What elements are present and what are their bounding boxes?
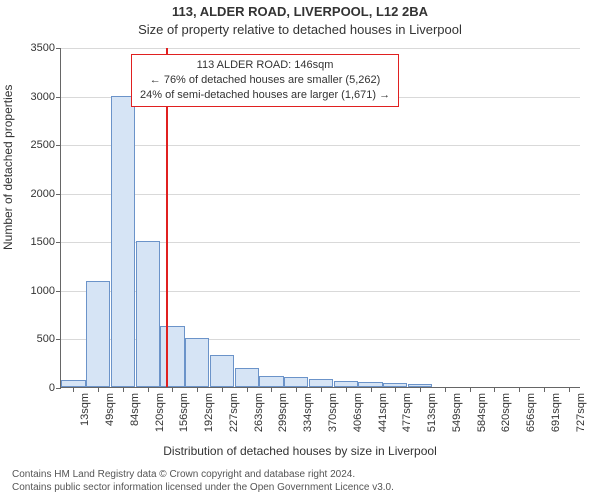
x-tick-mark	[544, 387, 545, 392]
y-tick-label: 3500	[31, 42, 61, 54]
x-tick-label: 192sqm	[203, 393, 215, 432]
histogram-bar	[160, 326, 184, 387]
x-tick-mark	[371, 387, 372, 392]
attribution-line-1: Contains HM Land Registry data © Crown c…	[12, 468, 394, 481]
y-tick-label: 2500	[31, 139, 61, 151]
x-tick-label: 227sqm	[228, 393, 240, 432]
x-tick-label: 584sqm	[476, 393, 488, 432]
y-tick-label: 1000	[31, 285, 61, 297]
histogram-bar	[210, 355, 234, 387]
histogram-bar	[111, 96, 135, 387]
x-tick-label: 334sqm	[302, 393, 314, 432]
x-tick-mark	[519, 387, 520, 392]
histogram-bar	[259, 376, 283, 387]
x-tick-label: 406sqm	[352, 393, 364, 432]
histogram-bar	[86, 281, 110, 387]
x-tick-label: 727sqm	[575, 393, 587, 432]
y-tick-label: 3000	[31, 91, 61, 103]
x-tick-label: 13sqm	[79, 393, 91, 426]
x-tick-label: 620sqm	[500, 393, 512, 432]
x-tick-label: 120sqm	[154, 393, 166, 432]
annotation-line: ← 76% of detached houses are smaller (5,…	[140, 73, 390, 88]
grid-line	[61, 194, 580, 195]
x-tick-mark	[420, 387, 421, 392]
x-tick-label: 370sqm	[327, 393, 339, 432]
x-tick-mark	[445, 387, 446, 392]
histogram-bar	[284, 377, 308, 387]
x-tick-mark	[395, 387, 396, 392]
histogram-bar	[235, 368, 259, 387]
x-tick-mark	[271, 387, 272, 392]
histogram-bar	[309, 379, 333, 387]
attribution-line-2: Contains public sector information licen…	[12, 481, 394, 494]
x-tick-mark	[321, 387, 322, 392]
x-tick-label: 84sqm	[129, 393, 141, 426]
x-tick-mark	[470, 387, 471, 392]
x-tick-label: 691sqm	[550, 393, 562, 432]
x-tick-mark	[172, 387, 173, 392]
x-tick-mark	[148, 387, 149, 392]
annotation-line: 113 ALDER ROAD: 146sqm	[140, 58, 390, 73]
x-tick-label: 156sqm	[178, 393, 190, 432]
y-axis-label: Number of detached properties	[1, 85, 15, 250]
x-tick-label: 549sqm	[451, 393, 463, 432]
chart-container: 113, ALDER ROAD, LIVERPOOL, L12 2BA Size…	[0, 0, 600, 500]
annotation-line: 24% of semi-detached houses are larger (…	[140, 88, 390, 103]
histogram-bar	[136, 241, 160, 387]
y-tick-label: 1500	[31, 236, 61, 248]
y-tick-label: 500	[37, 333, 61, 345]
x-tick-label: 263sqm	[253, 393, 265, 432]
x-tick-mark	[247, 387, 248, 392]
y-tick-label: 2000	[31, 188, 61, 200]
title-sub: Size of property relative to detached ho…	[0, 22, 600, 37]
title-main: 113, ALDER ROAD, LIVERPOOL, L12 2BA	[0, 4, 600, 19]
x-tick-mark	[569, 387, 570, 392]
histogram-bar	[185, 338, 209, 387]
grid-line	[61, 145, 580, 146]
x-tick-label: 49sqm	[104, 393, 116, 426]
x-tick-mark	[494, 387, 495, 392]
x-tick-label: 441sqm	[377, 393, 389, 432]
x-tick-mark	[98, 387, 99, 392]
x-tick-mark	[222, 387, 223, 392]
x-tick-mark	[123, 387, 124, 392]
x-tick-mark	[296, 387, 297, 392]
annotation-box: 113 ALDER ROAD: 146sqm← 76% of detached …	[131, 54, 399, 107]
grid-line	[61, 48, 580, 49]
x-tick-mark	[73, 387, 74, 392]
attribution: Contains HM Land Registry data © Crown c…	[12, 468, 394, 494]
x-tick-label: 477sqm	[401, 393, 413, 432]
plot-area: 050010001500200025003000350013sqm49sqm84…	[60, 48, 580, 388]
y-tick-label: 0	[49, 382, 61, 394]
x-tick-mark	[346, 387, 347, 392]
x-tick-label: 299sqm	[277, 393, 289, 432]
x-tick-label: 656sqm	[525, 393, 537, 432]
histogram-bar	[61, 380, 85, 387]
x-tick-mark	[197, 387, 198, 392]
x-axis-label: Distribution of detached houses by size …	[0, 444, 600, 458]
x-tick-label: 513sqm	[426, 393, 438, 432]
